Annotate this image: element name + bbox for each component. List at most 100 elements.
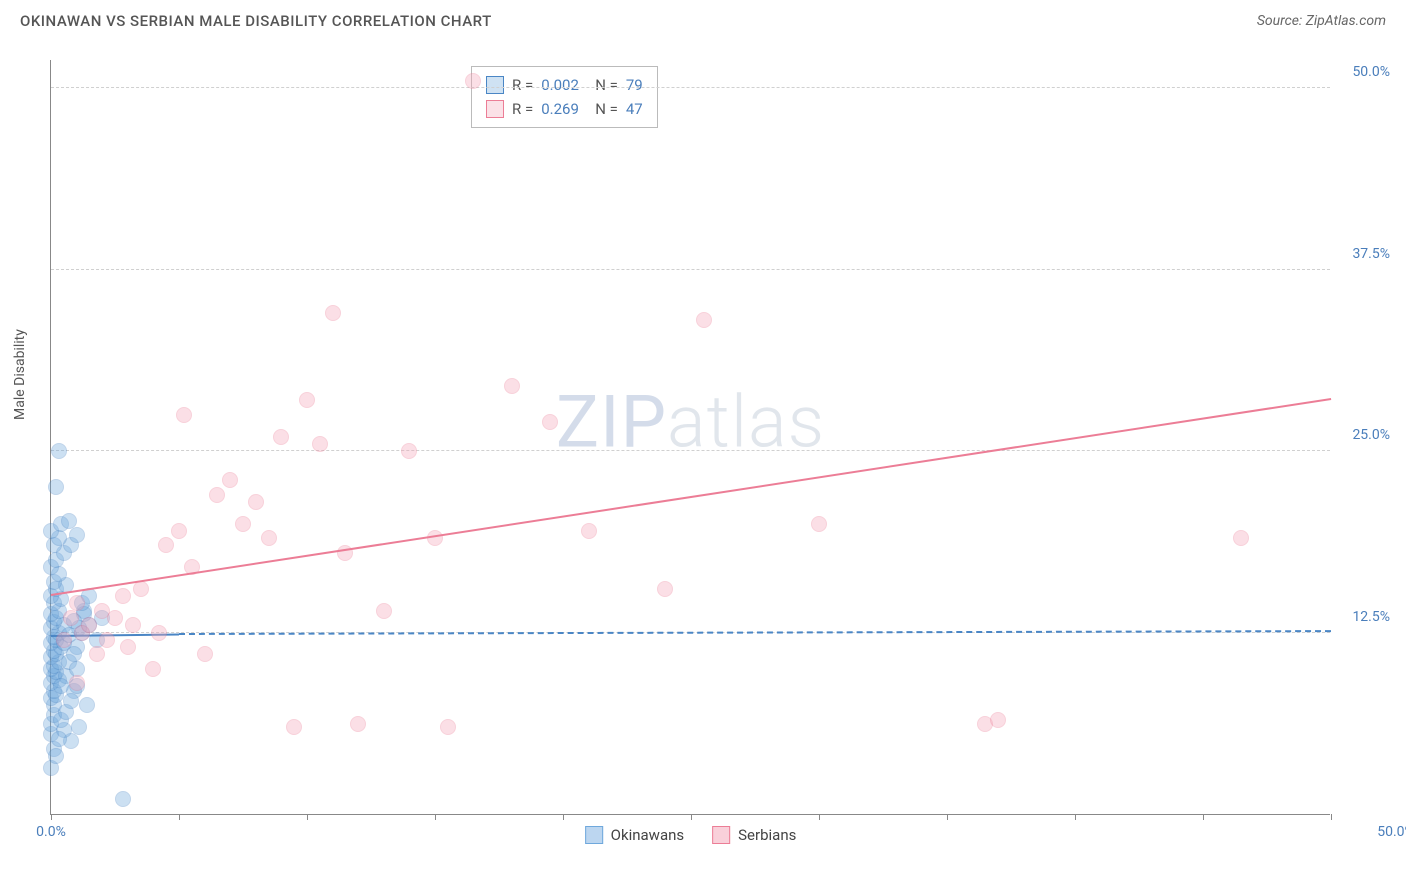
x-tick (51, 814, 52, 820)
data-point (99, 632, 115, 648)
legend-label: Okinawans (611, 826, 684, 844)
trend-line (51, 398, 1331, 596)
data-point (990, 712, 1006, 728)
data-point (465, 73, 481, 89)
data-point (115, 588, 131, 604)
data-point (115, 791, 131, 807)
x-tick-label: 0.0% (36, 824, 66, 840)
data-point (61, 513, 77, 529)
x-tick (435, 814, 436, 820)
y-axis-label: Male Disability (12, 329, 28, 420)
data-point (401, 443, 417, 459)
gridline (51, 269, 1330, 270)
x-tick (307, 814, 308, 820)
data-point (350, 716, 366, 732)
data-point (158, 537, 174, 553)
legend-r-label: R = (512, 73, 533, 97)
data-point (125, 617, 141, 633)
data-point (696, 312, 712, 328)
data-point (235, 516, 251, 532)
data-point (440, 719, 456, 735)
x-tick (563, 814, 564, 820)
data-point (542, 414, 558, 430)
data-point (811, 516, 827, 532)
data-point (145, 661, 161, 677)
scatter-chart: ZIPatlas R =0.002N =79R =0.269N =47 Okin… (50, 60, 1330, 815)
legend-r-value: 0.269 (541, 97, 587, 121)
data-point (63, 610, 79, 626)
data-point (107, 610, 123, 626)
legend-n-label: N = (595, 73, 618, 97)
data-point (69, 675, 85, 691)
data-point (151, 625, 167, 641)
data-point (51, 443, 67, 459)
legend-r-label: R = (512, 97, 533, 121)
data-point (48, 748, 64, 764)
x-tick (691, 814, 692, 820)
legend-row: R = 0.002 N = 79 (486, 73, 643, 97)
legend-item: Okinawans (585, 826, 684, 844)
y-tick-label: 50.0% (1352, 64, 1390, 80)
x-tick (819, 814, 820, 820)
data-point (248, 494, 264, 510)
data-point (222, 472, 238, 488)
data-point (209, 487, 225, 503)
y-tick-label: 12.5% (1352, 609, 1390, 625)
data-point (53, 678, 69, 694)
legend-swatch (712, 826, 730, 844)
data-point (69, 595, 85, 611)
correlation-legend: R = 0.002 N = 79 R = 0.269 N = 47 (471, 66, 658, 128)
x-tick-label: 50.0% (1377, 824, 1406, 840)
legend-n-value: 79 (626, 73, 643, 97)
data-point (1233, 530, 1249, 546)
data-point (79, 697, 95, 713)
legend-label: Serbians (738, 826, 796, 844)
y-tick-label: 25.0% (1352, 427, 1390, 443)
data-point (581, 523, 597, 539)
data-point (261, 530, 277, 546)
legend-n-label: N = (595, 97, 618, 121)
x-tick (1075, 814, 1076, 820)
data-point (273, 429, 289, 445)
header: OKINAWAN VS SERBIAN MALE DISABILITY CORR… (0, 0, 1406, 38)
y-tick-label: 37.5% (1352, 246, 1390, 262)
data-point (504, 378, 520, 394)
x-tick (1331, 814, 1332, 820)
data-point (133, 581, 149, 597)
data-point (71, 719, 87, 735)
watermark: ZIPatlas (556, 379, 825, 464)
legend-swatch (486, 76, 504, 94)
source-label: Source: ZipAtlas.com (1257, 13, 1386, 29)
legend-swatch (486, 100, 504, 118)
data-point (657, 581, 673, 597)
data-point (89, 646, 105, 662)
x-tick (179, 814, 180, 820)
data-point (312, 436, 328, 452)
data-point (325, 305, 341, 321)
legend-row: R = 0.269 N = 47 (486, 97, 643, 121)
data-point (48, 479, 64, 495)
data-point (63, 693, 79, 709)
data-point (197, 646, 213, 662)
x-tick (1203, 814, 1204, 820)
series-legend: Okinawans Serbians (585, 826, 797, 844)
data-point (56, 632, 72, 648)
data-point (427, 530, 443, 546)
legend-n-value: 47 (626, 97, 643, 121)
x-tick (947, 814, 948, 820)
data-point (376, 603, 392, 619)
data-point (176, 407, 192, 423)
gridline (51, 450, 1330, 451)
legend-r-value: 0.002 (541, 73, 587, 97)
legend-swatch (585, 826, 603, 844)
data-point (69, 527, 85, 543)
gridline (51, 87, 1330, 88)
data-point (81, 617, 97, 633)
data-point (120, 639, 136, 655)
data-point (286, 719, 302, 735)
data-point (299, 392, 315, 408)
data-point (171, 523, 187, 539)
chart-title: OKINAWAN VS SERBIAN MALE DISABILITY CORR… (20, 12, 492, 30)
data-point (51, 731, 67, 747)
legend-item: Serbians (712, 826, 796, 844)
